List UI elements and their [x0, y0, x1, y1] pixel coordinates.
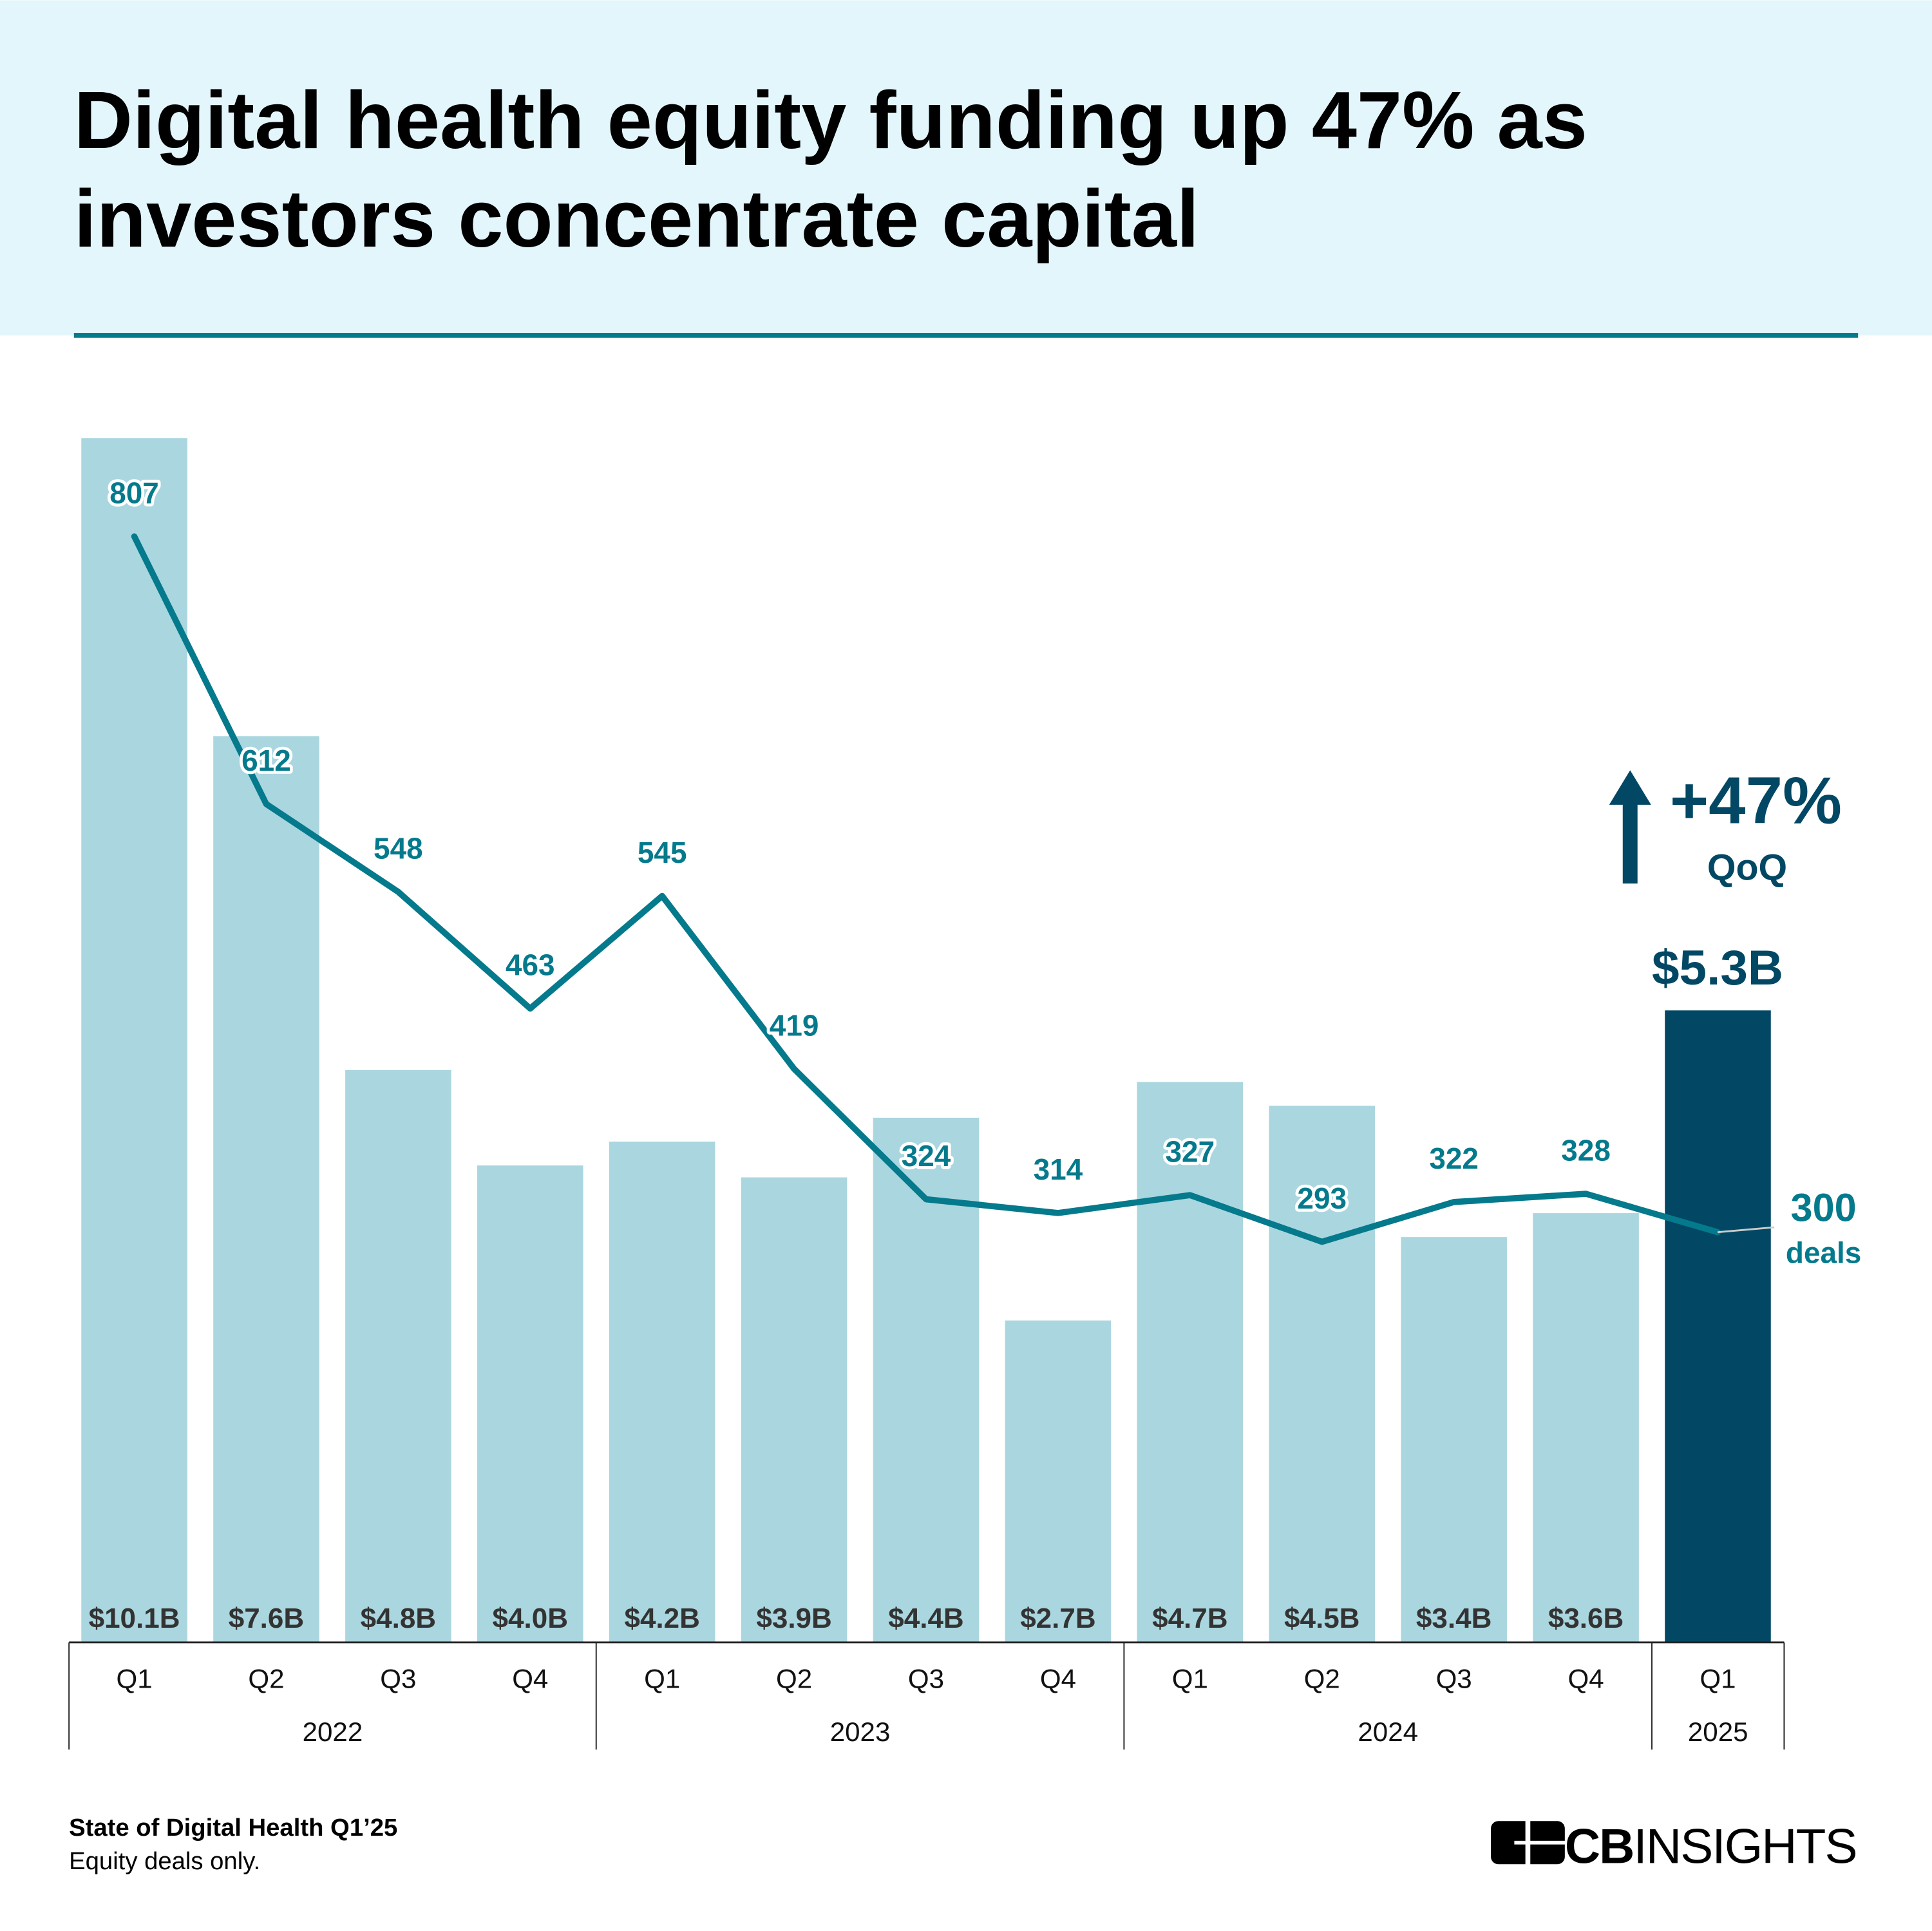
bar-labels: $10.1B $7.6B $4.8B $4.0B $4.2B $3.9B $4.4B $2.7…	[89, 1603, 1624, 1634]
deal-count-label: 807	[109, 476, 159, 509]
deal-count-label: 612	[242, 744, 291, 777]
bar-2	[345, 1069, 451, 1643]
quarter-tick-label: Q2	[776, 1664, 812, 1694]
quarter-tick-label: Q3	[908, 1664, 944, 1694]
deal-count-label: 322	[1429, 1142, 1479, 1175]
bar-9	[1269, 1106, 1376, 1643]
quarter-tick-label: Q1	[1700, 1664, 1736, 1694]
deal-count-label: 314	[1034, 1153, 1083, 1186]
bar-value-label: $4.5B	[1284, 1603, 1359, 1634]
qoq-annotation: +47% QoQ $5.3B 300 deals	[1609, 763, 1861, 1270]
bar-value-label: $3.9B	[756, 1603, 831, 1634]
quarter-tick-label: Q3	[1436, 1664, 1472, 1694]
header-background	[0, 0, 1932, 335]
quarter-tick-label: Q2	[1304, 1664, 1340, 1694]
deal-count-label: 548	[374, 831, 423, 865]
bar-value-label: $3.6B	[1548, 1603, 1624, 1634]
deal-count-label: 293	[1297, 1182, 1347, 1215]
bar-4	[609, 1141, 715, 1643]
year-label: 2024	[1358, 1717, 1418, 1747]
year-label: 2022	[303, 1717, 363, 1747]
bar-value-label: $4.4B	[888, 1603, 963, 1634]
footer-source: State of Digital Health Q1’25	[69, 1814, 397, 1842]
bar-value-label: $4.0B	[493, 1603, 568, 1634]
bar-7	[1005, 1320, 1112, 1643]
cb-insights-logo-mark-icon	[1491, 1818, 1569, 1867]
deal-count-label: 327	[1166, 1135, 1215, 1169]
bar-11	[1533, 1213, 1639, 1643]
bar-value-label: $7.6B	[229, 1603, 304, 1634]
bar-1	[213, 736, 319, 1643]
x-axis: Q1 Q2 Q3 Q4 Q1 Q2 Q3 Q4 Q1 Q2 Q3 Q4 Q1 2022 2023 2024 20…	[68, 1641, 1785, 1750]
quarter-tick-label: Q1	[116, 1664, 152, 1694]
quarter-tick-label: Q2	[248, 1664, 284, 1694]
bar-value-label: $2.7B	[1020, 1603, 1095, 1634]
change-label: QoQ	[1707, 847, 1787, 889]
year-label: 2023	[830, 1717, 891, 1747]
quarter-tick-label: Q3	[380, 1664, 416, 1694]
latest-funding-label: $5.3B	[1652, 941, 1783, 995]
header-rule	[73, 333, 1859, 338]
bar-8	[1137, 1082, 1244, 1643]
quarter-tick-label: Q4	[1567, 1664, 1604, 1694]
change-value: +47%	[1670, 763, 1842, 838]
bar-0	[81, 438, 187, 1643]
bars	[81, 438, 1771, 1643]
bar-value-label: $3.4B	[1416, 1603, 1492, 1634]
logo-text: CBINSIGHTS	[1565, 1819, 1857, 1874]
bar-5	[741, 1177, 848, 1643]
bar-10	[1401, 1237, 1507, 1643]
bar-12	[1665, 1010, 1771, 1643]
deals-leader-line	[1717, 1226, 1775, 1234]
bar-value-label: $4.2B	[624, 1603, 699, 1634]
cb-insights-logo: CBINSIGHTS	[1491, 1818, 1858, 1874]
deal-labels: 807 612 548 463 545 419 324 314 327 293 322 328	[106, 473, 1613, 1218]
bar-value-label: $10.1B	[89, 1603, 180, 1634]
bar-3	[477, 1165, 583, 1643]
year-label: 2025	[1688, 1717, 1748, 1747]
deal-count-label: 463	[506, 948, 555, 982]
title-line-2: investors concentrate capital	[74, 173, 1199, 264]
latest-deals-value: 300	[1791, 1186, 1857, 1230]
deal-count-label: 324	[902, 1139, 951, 1173]
deal-count-label: 328	[1561, 1133, 1611, 1167]
bar-value-label: $4.8B	[361, 1603, 436, 1634]
deal-count-label: 545	[638, 836, 687, 869]
latest-deals-label: deals	[1786, 1236, 1861, 1270]
bar-value-label: $4.7B	[1152, 1603, 1227, 1634]
title-line-1: Digital health equity funding up 47% as	[74, 75, 1587, 165]
quarter-tick-label: Q1	[1172, 1664, 1208, 1694]
footer-note: Equity deals only.	[69, 1847, 260, 1875]
up-arrow-icon	[1609, 770, 1651, 884]
quarter-tick-label: Q4	[512, 1664, 548, 1694]
quarter-tick-label: Q4	[1040, 1664, 1076, 1694]
deals-line	[131, 533, 1721, 1245]
quarter-tick-label: Q1	[644, 1664, 680, 1694]
deal-count-label: 419	[770, 1008, 819, 1042]
